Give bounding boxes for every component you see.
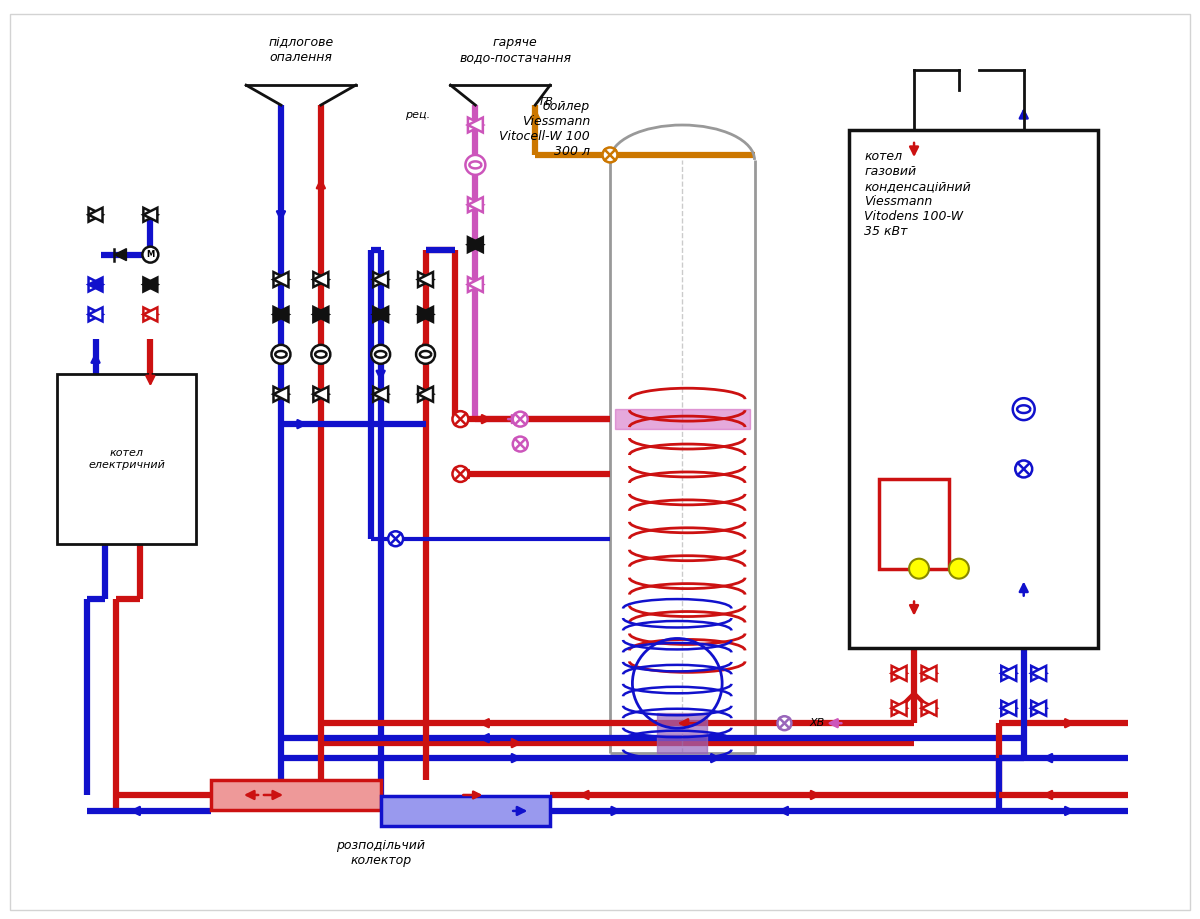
Polygon shape — [1001, 701, 1016, 716]
Circle shape — [466, 155, 485, 175]
Polygon shape — [274, 307, 288, 322]
Polygon shape — [274, 307, 288, 322]
Circle shape — [416, 345, 436, 364]
Polygon shape — [373, 307, 388, 322]
Circle shape — [1015, 460, 1032, 478]
Polygon shape — [418, 307, 433, 322]
Circle shape — [778, 716, 792, 731]
Polygon shape — [373, 272, 388, 287]
Circle shape — [1013, 398, 1034, 420]
Polygon shape — [1031, 701, 1046, 716]
Text: бойлер
Viessmann
Vitocell-W 100
300 л: бойлер Viessmann Vitocell-W 100 300 л — [499, 100, 590, 158]
Polygon shape — [89, 278, 102, 291]
Polygon shape — [274, 272, 288, 287]
Text: котел
електричний: котел електричний — [88, 448, 164, 470]
Polygon shape — [892, 701, 906, 716]
Circle shape — [371, 345, 390, 364]
Bar — [56, 374, 197, 544]
Text: ГВ: ГВ — [540, 97, 554, 108]
Text: підлогове
опалення: підлогове опалення — [269, 36, 334, 64]
Polygon shape — [468, 237, 482, 252]
Polygon shape — [1031, 666, 1046, 681]
Polygon shape — [1031, 701, 1046, 716]
Text: ХВ: ХВ — [809, 719, 824, 728]
Polygon shape — [274, 387, 288, 402]
Polygon shape — [373, 307, 388, 322]
Text: гаряче
водо-постачання: гаряче водо-постачання — [460, 36, 571, 64]
Polygon shape — [922, 701, 936, 716]
Polygon shape — [418, 387, 433, 402]
Circle shape — [512, 412, 528, 426]
Polygon shape — [143, 208, 157, 221]
Polygon shape — [922, 701, 936, 716]
Polygon shape — [143, 208, 157, 221]
Polygon shape — [418, 272, 433, 287]
Polygon shape — [1001, 701, 1016, 716]
Text: котел
газовий
конденсаційний
Viessmann
Vitodens 100-W
35 кВт: котел газовий конденсаційний Viessmann V… — [864, 150, 971, 238]
Text: розподільчий
колектор: розподільчий колектор — [336, 839, 425, 867]
Polygon shape — [468, 118, 482, 132]
Polygon shape — [1001, 666, 1016, 681]
Polygon shape — [313, 272, 329, 287]
Circle shape — [452, 411, 468, 427]
Polygon shape — [1031, 666, 1046, 681]
Polygon shape — [89, 308, 102, 322]
Polygon shape — [274, 387, 288, 402]
Polygon shape — [892, 666, 906, 681]
Circle shape — [602, 147, 618, 163]
Text: рец.: рец. — [406, 110, 431, 120]
Circle shape — [512, 437, 528, 451]
Polygon shape — [922, 666, 936, 681]
Polygon shape — [143, 278, 157, 291]
Polygon shape — [313, 307, 329, 322]
Polygon shape — [114, 249, 126, 261]
Polygon shape — [143, 308, 157, 322]
Text: M: M — [146, 250, 155, 259]
Polygon shape — [89, 208, 102, 221]
Polygon shape — [892, 701, 906, 716]
Polygon shape — [468, 277, 482, 292]
Polygon shape — [89, 278, 102, 291]
Circle shape — [311, 345, 330, 364]
Polygon shape — [313, 387, 329, 402]
Polygon shape — [89, 208, 102, 221]
Bar — [211, 780, 380, 810]
Polygon shape — [143, 308, 157, 322]
Circle shape — [388, 531, 403, 546]
Polygon shape — [468, 237, 482, 252]
Circle shape — [949, 559, 968, 579]
Bar — [614, 409, 750, 429]
Polygon shape — [468, 277, 482, 292]
Polygon shape — [143, 278, 157, 291]
Polygon shape — [373, 387, 388, 402]
Bar — [880, 479, 949, 569]
Polygon shape — [313, 387, 329, 402]
Polygon shape — [274, 272, 288, 287]
Polygon shape — [418, 272, 433, 287]
Polygon shape — [922, 666, 936, 681]
Circle shape — [143, 246, 158, 263]
Polygon shape — [468, 198, 482, 212]
Polygon shape — [373, 272, 388, 287]
Polygon shape — [313, 307, 329, 322]
Polygon shape — [418, 387, 433, 402]
Bar — [658, 713, 707, 753]
Polygon shape — [313, 272, 329, 287]
Bar — [850, 130, 1098, 649]
Polygon shape — [892, 666, 906, 681]
Bar — [380, 796, 550, 826]
Circle shape — [452, 466, 468, 482]
Polygon shape — [373, 387, 388, 402]
Polygon shape — [468, 118, 482, 132]
Polygon shape — [418, 307, 433, 322]
Polygon shape — [468, 198, 482, 212]
Circle shape — [271, 345, 290, 364]
Polygon shape — [1001, 666, 1016, 681]
Circle shape — [910, 559, 929, 579]
Polygon shape — [89, 308, 102, 322]
